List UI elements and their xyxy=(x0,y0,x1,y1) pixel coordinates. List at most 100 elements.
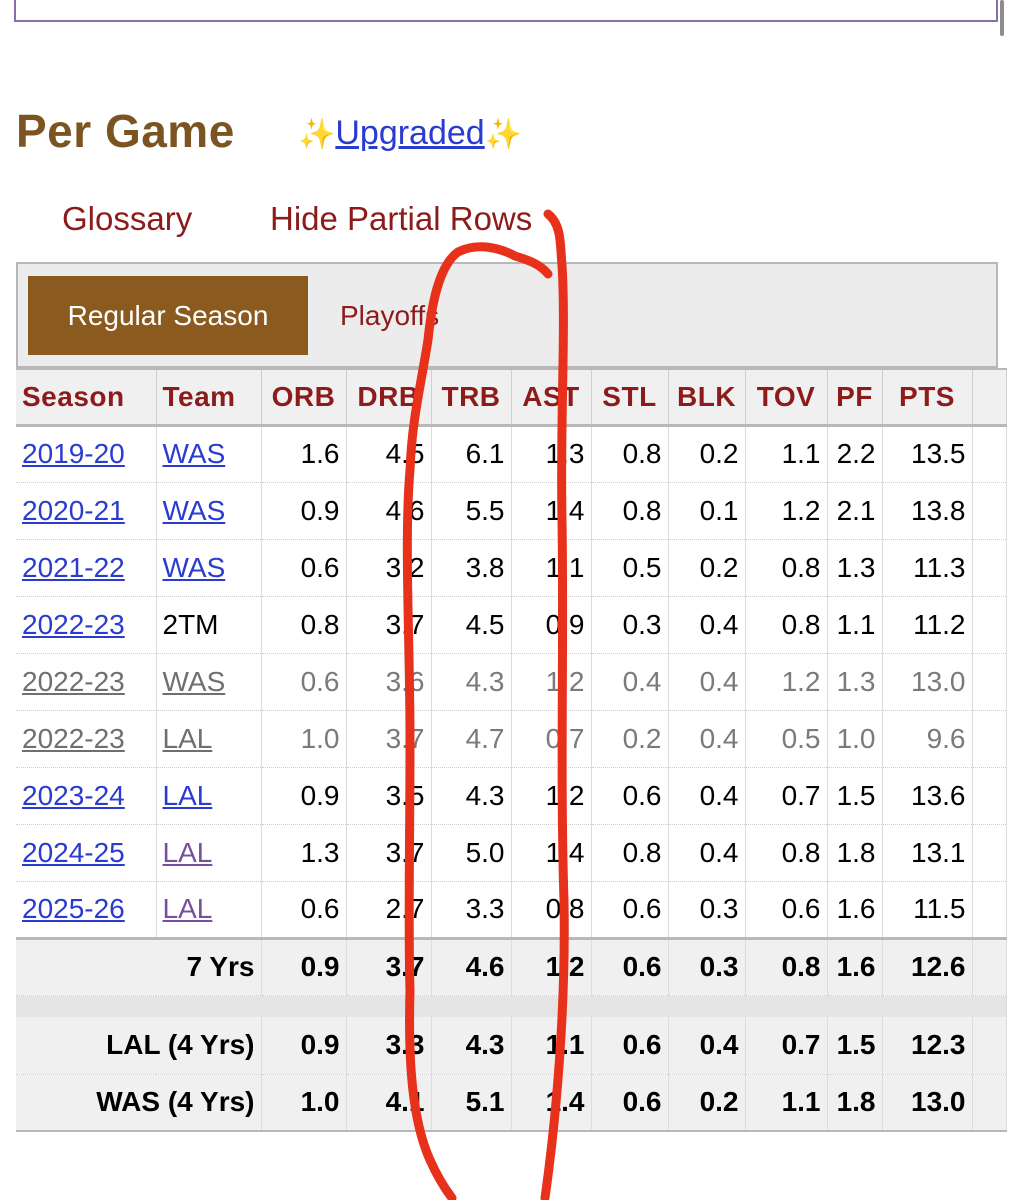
stat-cell-drb: 2.7 xyxy=(346,881,432,939)
column-header-team[interactable]: Team xyxy=(156,368,262,427)
stat-cell-pts: 13.1 xyxy=(882,824,973,882)
column-header-pts[interactable]: PTS xyxy=(882,368,973,427)
stat-cell-pts: 13.6 xyxy=(882,767,973,825)
summary-stat-drb: 3.7 xyxy=(346,936,432,996)
overflow-cell xyxy=(972,425,1007,483)
column-header-tov[interactable]: TOV xyxy=(745,368,828,427)
stat-cell-trb: 3.8 xyxy=(431,539,512,597)
stat-cell-blk: 0.4 xyxy=(668,767,746,825)
overflow-cell xyxy=(972,482,1007,540)
spacer-row xyxy=(16,995,1007,1017)
scroll-indicator[interactable] xyxy=(1000,0,1004,36)
season-link[interactable]: 2024-25 xyxy=(22,836,125,868)
season-cell: 2024-25 xyxy=(16,824,157,882)
team-link[interactable]: WAS xyxy=(162,551,226,583)
season-link[interactable]: 2021-22 xyxy=(22,551,125,583)
team-link[interactable]: LAL xyxy=(162,722,213,754)
season-link[interactable]: 2020-21 xyxy=(22,494,125,526)
stat-cell-orb: 0.6 xyxy=(261,539,347,597)
column-header-drb[interactable]: DRB xyxy=(346,368,432,427)
stat-cell-pts: 11.2 xyxy=(882,596,973,654)
season-link[interactable]: 2023-24 xyxy=(22,779,125,811)
season-cell: 2022-23 xyxy=(16,653,157,711)
season-link[interactable]: 2022-23 xyxy=(22,665,125,697)
stat-cell-blk: 0.2 xyxy=(668,425,746,483)
stat-cell-blk: 0.4 xyxy=(668,596,746,654)
summary-stat-trb: 5.1 xyxy=(431,1074,512,1132)
stat-cell-stl: 0.3 xyxy=(591,596,669,654)
season-cell: 2019-20 xyxy=(16,425,157,483)
summary-stat-ast: 1.4 xyxy=(511,1074,592,1132)
summary-stat-blk: 0.4 xyxy=(668,1017,746,1075)
season-cell: 2021-22 xyxy=(16,539,157,597)
column-header-orb[interactable]: ORB xyxy=(261,368,347,427)
summary-stat-ast: 1.1 xyxy=(511,1017,592,1075)
season-link[interactable]: 2022-23 xyxy=(22,722,125,754)
season-cell: 2025-26 xyxy=(16,881,157,939)
team-link[interactable]: LAL xyxy=(162,779,213,811)
table-row: 2025-26 LAL 0.6 2.7 3.3 0.8 0.6 0.3 0.6 1.6 11.5 xyxy=(16,881,1007,939)
hide-partial-rows-link[interactable]: Hide Partial Rows xyxy=(270,200,533,237)
stat-cell-drb: 3.7 xyxy=(346,710,432,768)
team-cell: LAL xyxy=(156,881,262,939)
season-link[interactable]: 2022-23 xyxy=(22,608,125,640)
stat-cell-stl: 0.4 xyxy=(591,653,669,711)
top-content-box xyxy=(14,0,998,22)
summary-label: WAS (4 Yrs) xyxy=(16,1074,262,1132)
stat-cell-trb: 4.5 xyxy=(431,596,512,654)
summary-stat-orb: 1.0 xyxy=(261,1074,347,1132)
stat-cell-orb: 0.8 xyxy=(261,596,347,654)
column-header-trb[interactable]: TRB xyxy=(431,368,512,427)
summary-stat-orb: 0.9 xyxy=(261,1017,347,1075)
summary-stat-pts: 13.0 xyxy=(882,1074,973,1132)
team-link[interactable]: LAL xyxy=(162,893,213,924)
team-cell: LAL xyxy=(156,767,262,825)
tab-regular-season[interactable]: Regular Season xyxy=(28,276,308,355)
stat-cell-drb: 3.7 xyxy=(346,596,432,654)
team-cell: WAS xyxy=(156,425,262,483)
stat-cell-ast: 1.1 xyxy=(511,539,592,597)
column-header-ast[interactable]: AST xyxy=(511,368,592,427)
upgraded-link[interactable]: Upgraded xyxy=(335,114,485,152)
overflow-cell xyxy=(972,596,1007,654)
column-header-season[interactable]: Season xyxy=(16,368,157,427)
stat-cell-ast: 1.2 xyxy=(511,767,592,825)
glossary-link[interactable]: Glossary xyxy=(62,200,193,237)
stat-cell-stl: 0.6 xyxy=(591,767,669,825)
stat-cell-pts: 9.6 xyxy=(882,710,973,768)
career-row: 7 Yrs 0.9 3.7 4.6 1.2 0.6 0.3 0.8 1.6 12.6 xyxy=(16,936,1007,996)
stat-cell-trb: 4.3 xyxy=(431,767,512,825)
team-cell: WAS xyxy=(156,653,262,711)
stat-cell-ast: 1.3 xyxy=(511,425,592,483)
team-cell: 2TM xyxy=(156,596,262,654)
summary-stat-ast: 1.2 xyxy=(511,936,592,996)
team-link[interactable]: WAS xyxy=(162,494,226,526)
stat-cell-orb: 1.3 xyxy=(261,824,347,882)
table-row: 2022-23 LAL 1.0 3.7 4.7 0.7 0.2 0.4 0.5 1.0 9.6 xyxy=(16,710,1007,768)
stat-cell-trb: 5.5 xyxy=(431,482,512,540)
team-link[interactable]: WAS xyxy=(162,438,226,469)
summary-stat-trb: 4.6 xyxy=(431,936,512,996)
tab-playoffs[interactable]: Playoffs xyxy=(340,300,440,331)
column-header-pf[interactable]: PF xyxy=(827,368,883,427)
column-header-stl[interactable]: STL xyxy=(591,368,669,427)
table-header-row: Season Team ORB DRB TRB AST STL BLK TOV PF PTS xyxy=(16,368,1007,427)
overflow-cell xyxy=(972,824,1007,882)
stat-cell-pts: 13.8 xyxy=(882,482,973,540)
stat-cell-tov: 0.6 xyxy=(745,881,828,939)
season-link[interactable]: 2019-20 xyxy=(22,438,125,469)
stat-cell-orb: 1.6 xyxy=(261,425,347,483)
stat-cell-orb: 0.9 xyxy=(261,767,347,825)
stat-cell-pts: 13.0 xyxy=(882,653,973,711)
overflow-cell xyxy=(972,710,1007,768)
team-link[interactable]: LAL xyxy=(162,836,213,868)
stat-cell-stl: 0.2 xyxy=(591,710,669,768)
stat-cell-stl: 0.5 xyxy=(591,539,669,597)
team-link[interactable]: WAS xyxy=(162,665,226,697)
season-link[interactable]: 2025-26 xyxy=(22,893,125,924)
summary-stat-tov: 1.1 xyxy=(745,1074,828,1132)
overflow-cell xyxy=(972,767,1007,825)
column-header-blk[interactable]: BLK xyxy=(668,368,746,427)
stat-cell-ast: 1.4 xyxy=(511,482,592,540)
overflow-cell xyxy=(972,881,1007,939)
